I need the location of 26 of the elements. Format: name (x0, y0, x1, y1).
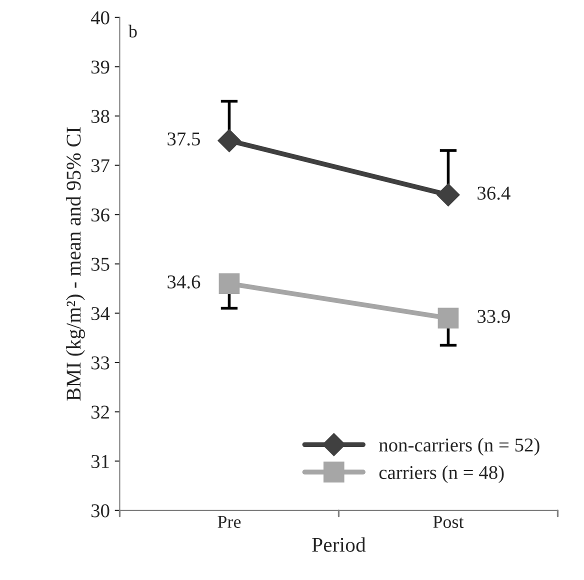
x-tick-label: Post (433, 516, 464, 528)
point (436, 183, 460, 206)
legend-label: non-carriers (n = 52) (379, 438, 540, 456)
y-tick-label: 33 (91, 356, 110, 370)
x-axis-title: Period (312, 537, 366, 552)
data-label: 36.4 (478, 186, 510, 200)
point (218, 129, 241, 152)
y-tick-label: 36 (91, 208, 110, 222)
x-tick-label: Pre (218, 516, 241, 528)
point (218, 273, 240, 294)
data-label: 37.5 (168, 132, 200, 146)
y-tick-label: 34 (91, 307, 110, 320)
y-tick-label: 38 (91, 110, 110, 123)
y-tick-label: 32 (91, 406, 109, 419)
y-tick-label: 39 (91, 60, 110, 74)
y-tick-label: 35 (91, 258, 110, 271)
y-tick-label: 40 (90, 11, 110, 24)
data-label: 34.6 (168, 275, 200, 289)
y-tick-label: 30 (91, 504, 110, 518)
y-axis-title: BMI (kg/m²) - mean and 95% CI (66, 127, 85, 401)
annotation: b (128, 24, 137, 38)
point (438, 308, 459, 329)
data-label: 33.9 (478, 310, 510, 324)
y-tick-label: 31 (91, 454, 109, 468)
y-tick-label: 37 (91, 159, 110, 172)
legend-label: carriers (n = 48) (379, 465, 504, 484)
